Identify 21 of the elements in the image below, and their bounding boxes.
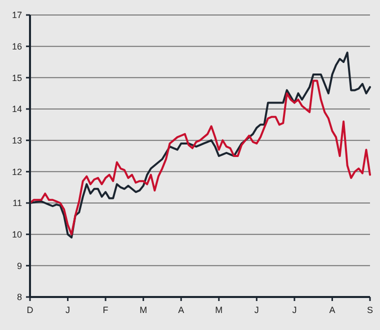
y-tick-label: 16 — [12, 41, 22, 52]
x-tick-label: M — [215, 305, 223, 315]
y-tick-label: 8 — [16, 292, 22, 302]
y-tick-label: 11 — [12, 198, 22, 208]
x-tick-label: D — [26, 305, 34, 315]
x-tick-label: J — [292, 305, 297, 315]
y-tick-label: 15 — [12, 72, 22, 83]
y-tick-label: 14 — [12, 104, 22, 114]
y-tick-label: 12 — [12, 166, 22, 177]
y-tick-label: 13 — [12, 135, 22, 146]
x-tick-label: S — [366, 305, 374, 315]
x-tick-label: A — [178, 305, 184, 315]
x-tick-label: M — [140, 305, 148, 315]
line-series — [29, 80, 371, 236]
x-tick-label: A — [329, 305, 336, 315]
y-tick-label: 17 — [12, 10, 22, 20]
x-tick-label: J — [254, 305, 259, 315]
x-tick-label: J — [66, 305, 70, 315]
y-tick-label: 9 — [16, 260, 22, 271]
y-tick-label: 10 — [12, 229, 22, 240]
x-tick-label: F — [102, 305, 109, 315]
